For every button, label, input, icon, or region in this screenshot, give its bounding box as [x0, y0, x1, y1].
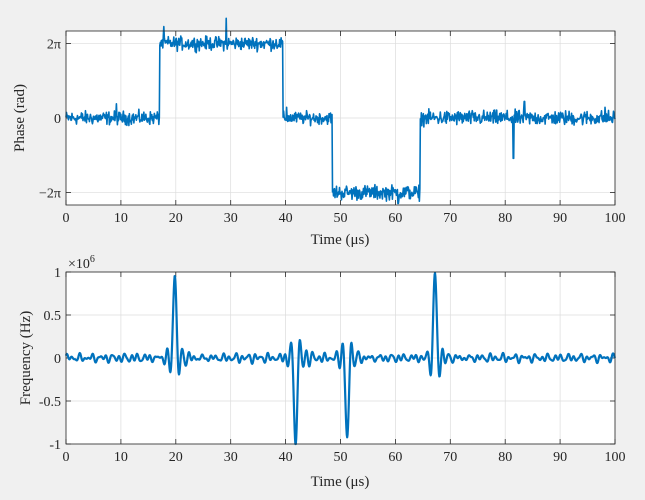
phase-x-tick-label: 40 — [279, 211, 293, 226]
freq-x-tick-label: 100 — [605, 450, 626, 465]
phase-axes-box — [65, 30, 616, 206]
freq-y-tick-label: -1 — [49, 438, 61, 453]
phase-x-tick-label: 100 — [605, 211, 626, 226]
frequency-x-axis-label: Time (μs) — [311, 474, 370, 490]
freq-x-tick-label: 90 — [553, 450, 567, 465]
freq-y-tick-label: -0.5 — [39, 395, 61, 410]
phase-y-tick-label: 0 — [54, 112, 61, 127]
freq-x-tick-label: 0 — [63, 450, 70, 465]
freq-x-tick-label: 60 — [388, 450, 402, 465]
freq-y-tick-label: 0.5 — [44, 309, 62, 324]
phase-x-tick-label: 80 — [498, 211, 512, 226]
phase-x-tick-label: 50 — [334, 211, 348, 226]
freq-x-tick-label: 20 — [169, 450, 183, 465]
phase-y-tick-label: −2π — [39, 187, 61, 202]
freq-x-tick-label: 30 — [224, 450, 238, 465]
phase-x-tick-label: 90 — [553, 211, 567, 226]
phase-series-line — [65, 17, 616, 205]
phase-y-axis-label: Phase (rad) — [12, 84, 28, 152]
phase-x-tick-label: 20 — [169, 211, 183, 226]
phase-x-tick-label: 60 — [388, 211, 402, 226]
frequency-exponent-label: ×106 — [68, 254, 95, 272]
freq-x-tick-label: 70 — [443, 450, 457, 465]
frequency-y-axis-label: Frequency (Hz) — [18, 311, 34, 406]
phase-x-tick-label: 70 — [443, 211, 457, 226]
freq-y-tick-label: 0 — [54, 352, 61, 367]
frequency-ticks: 0 10 20 30 40 50 60 70 80 90 100 1 0.5 0 -0.5 -1 — [39, 266, 626, 465]
frequency-axes-box — [65, 271, 616, 445]
phase-x-axis-label: Time (μs) — [311, 232, 370, 248]
freq-x-tick-label: 50 — [334, 450, 348, 465]
freq-x-tick-label: 10 — [114, 450, 128, 465]
frequency-axes: 0 10 20 30 40 50 60 70 80 90 100 1 0.5 0 -0.5 -1 ×106 F… — [18, 254, 626, 490]
freq-x-tick-label: 40 — [279, 450, 293, 465]
phase-y-tick-label: 2π — [47, 37, 61, 52]
phase-x-tick-label: 30 — [224, 211, 238, 226]
phase-x-tick-label: 0 — [63, 211, 70, 226]
frequency-series-line — [64, 271, 617, 446]
phase-x-tick-label: 10 — [114, 211, 128, 226]
freq-x-tick-label: 80 — [498, 450, 512, 465]
freq-y-tick-label: 1 — [54, 266, 61, 281]
